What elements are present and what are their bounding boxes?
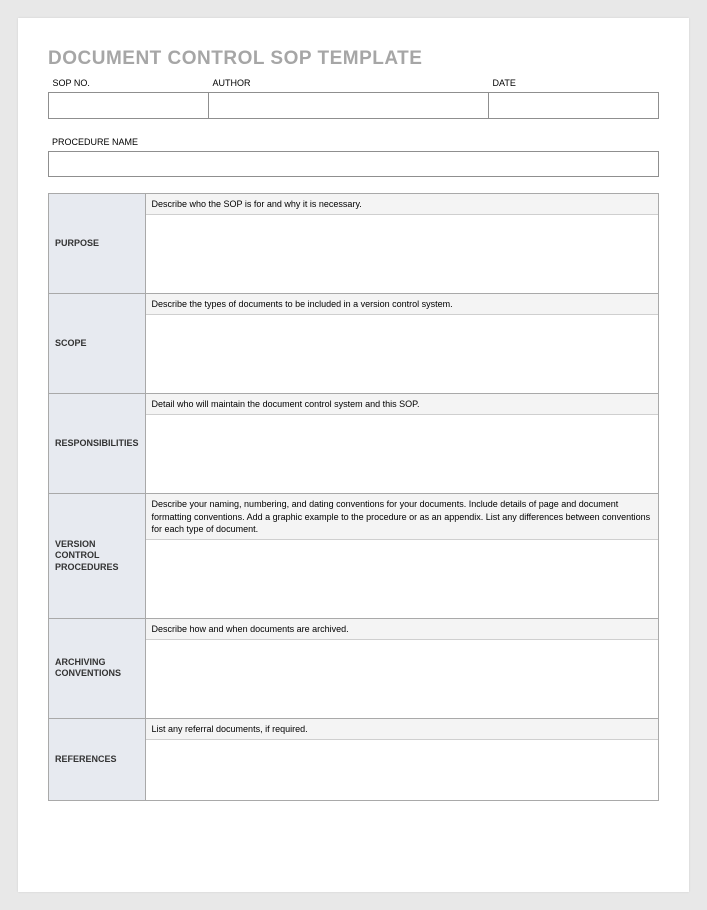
- section-hint: Detail who will maintain the document co…: [146, 394, 658, 415]
- header-table: SOP NO. AUTHOR DATE: [48, 76, 659, 119]
- section-row: VERSION CONTROL PROCEDURES Describe your…: [49, 494, 659, 618]
- section-content: Describe your naming, numbering, and dat…: [145, 494, 658, 618]
- section-content: Describe the types of documents to be in…: [145, 294, 658, 394]
- section-content: Describe who the SOP is for and why it i…: [145, 194, 658, 294]
- date-field[interactable]: [489, 93, 659, 119]
- section-label-scope: SCOPE: [49, 294, 146, 394]
- date-label: DATE: [489, 76, 659, 93]
- document-title: DOCUMENT CONTROL SOP TEMPLATE: [48, 48, 659, 70]
- section-hint: Describe who the SOP is for and why it i…: [146, 194, 658, 215]
- section-body-field[interactable]: [146, 415, 658, 493]
- section-hint: List any referral documents, if required…: [146, 719, 658, 740]
- procedure-name-label: PROCEDURE NAME: [48, 135, 659, 151]
- author-field[interactable]: [209, 93, 489, 119]
- section-content: Detail who will maintain the document co…: [145, 394, 658, 494]
- section-body-field[interactable]: [146, 740, 658, 800]
- section-label-purpose: PURPOSE: [49, 194, 146, 294]
- section-label-references: REFERENCES: [49, 718, 146, 800]
- section-row: PURPOSE Describe who the SOP is for and …: [49, 194, 659, 294]
- section-body-field[interactable]: [146, 640, 658, 718]
- document-page: DOCUMENT CONTROL SOP TEMPLATE SOP NO. AU…: [18, 18, 689, 892]
- section-row: SCOPE Describe the types of documents to…: [49, 294, 659, 394]
- section-body-field[interactable]: [146, 540, 658, 618]
- sections-table: PURPOSE Describe who the SOP is for and …: [48, 193, 659, 801]
- procedure-name-field[interactable]: [48, 151, 659, 177]
- section-body-field[interactable]: [146, 215, 658, 293]
- sop-no-label: SOP NO.: [49, 76, 209, 93]
- section-row: ARCHIVING CONVENTIONS Describe how and w…: [49, 618, 659, 718]
- author-label: AUTHOR: [209, 76, 489, 93]
- section-label-version-control: VERSION CONTROL PROCEDURES: [49, 494, 146, 618]
- sop-no-field[interactable]: [49, 93, 209, 119]
- section-hint: Describe how and when documents are arch…: [146, 619, 658, 640]
- section-body-field[interactable]: [146, 315, 658, 393]
- section-content: List any referral documents, if required…: [145, 718, 658, 800]
- section-hint: Describe your naming, numbering, and dat…: [146, 494, 658, 539]
- section-hint: Describe the types of documents to be in…: [146, 294, 658, 315]
- section-row: REFERENCES List any referral documents, …: [49, 718, 659, 800]
- section-content: Describe how and when documents are arch…: [145, 618, 658, 718]
- section-label-responsibilities: RESPONSIBILITIES: [49, 394, 146, 494]
- section-row: RESPONSIBILITIES Detail who will maintai…: [49, 394, 659, 494]
- section-label-archiving: ARCHIVING CONVENTIONS: [49, 618, 146, 718]
